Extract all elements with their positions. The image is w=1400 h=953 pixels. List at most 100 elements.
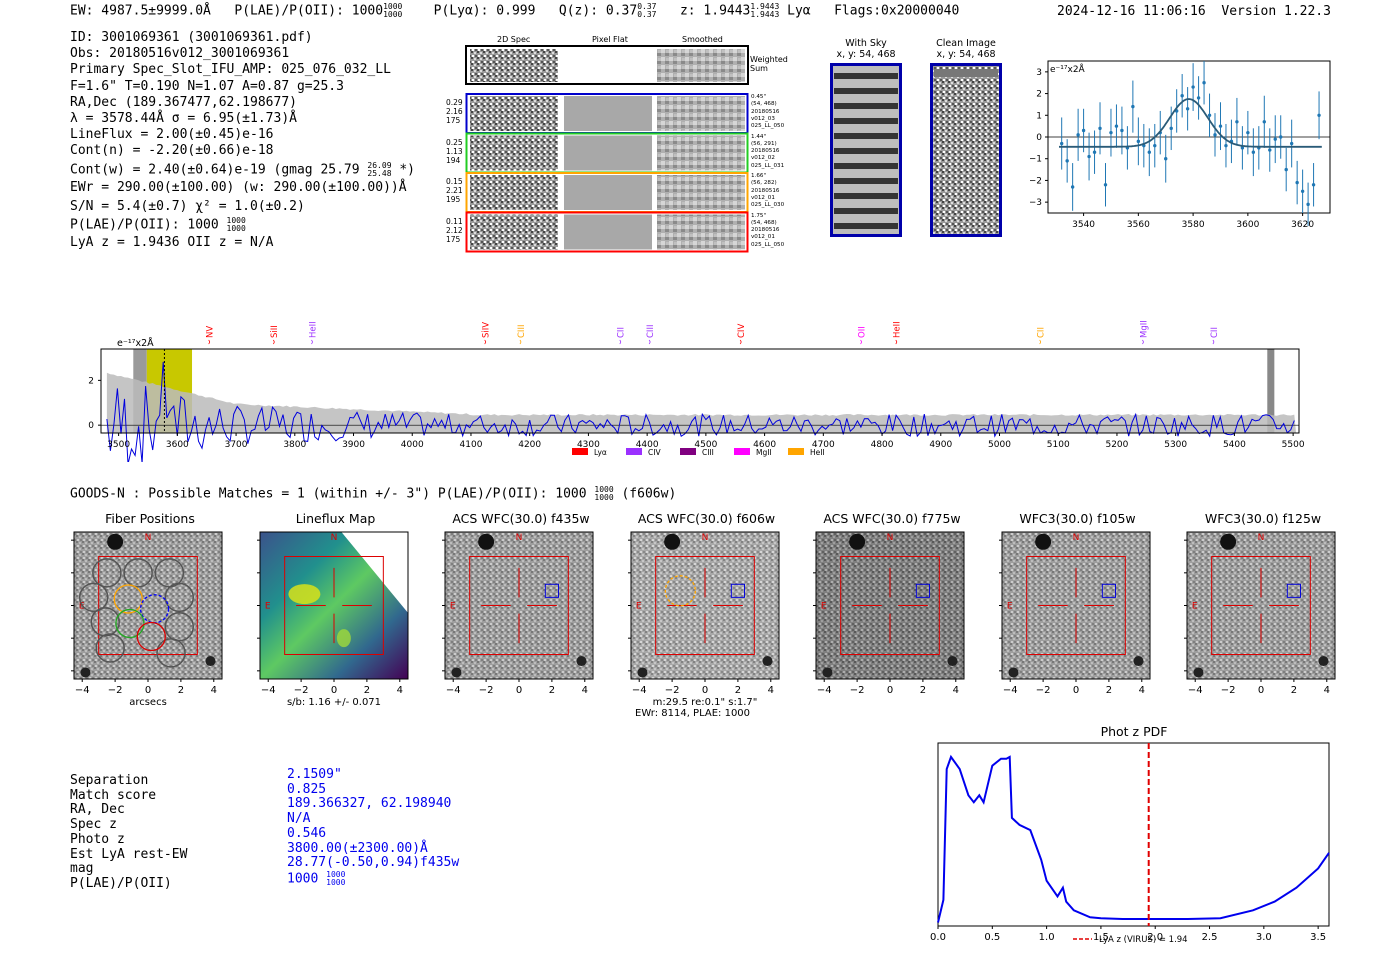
zoom-point [1136, 139, 1141, 144]
z-value: z: 1.9443 [679, 3, 751, 19]
imaging-panel-plot: NE−4−4−2−2002244 [442, 531, 594, 696]
imaging-noise [1001, 532, 1150, 679]
spec-line-tick [1212, 339, 1215, 345]
zoom-point [1202, 81, 1206, 85]
bright-source [1220, 533, 1237, 550]
imaging-panel-plot: NE−4−4−2−2002244s/b: 1.16 +/- 0.071 [256, 531, 408, 708]
match-value-plae: 1000 1000 1000 [287, 870, 459, 887]
spec-yticks: 20 [88, 376, 101, 431]
info-line: λ = 3578.44Å σ = 6.95(±1.73)Å [70, 111, 297, 127]
weighted-2d [470, 49, 558, 82]
zoom-point [1218, 124, 1223, 128]
sky-stripe [834, 133, 898, 139]
match-box [1101, 583, 1116, 598]
cutout-right-value: 20180516 [751, 187, 780, 194]
imaging-xlabel: s/b: 1.16 +/- 0.071 [286, 697, 380, 708]
match-label: Match score [70, 787, 157, 803]
match-box [730, 583, 745, 598]
version: Version 1.22.3 [1221, 4, 1331, 19]
match-label: P(LAE)/P(OII) [70, 875, 172, 891]
sky-stripe [834, 193, 898, 199]
bright-source [205, 656, 216, 667]
photz-pdf-chart: Phot z PDF 0.0 0.5 1.0 1.5 2.0 2.5 3.0 3.5 LyA … [930, 724, 1330, 945]
weighted-smoothed [657, 49, 745, 82]
imaging-xtick-label: −2 [293, 685, 308, 696]
z-lo: 1.9443 [750, 10, 780, 19]
north-label: N [701, 533, 708, 543]
imaging-panel-title: ACS WFC(30.0) f606w [637, 511, 776, 526]
north-label: N [330, 533, 337, 543]
east-label: E [450, 602, 456, 612]
cutout-right-value: 1.66" [751, 173, 767, 179]
pdf-title: Phot z PDF [1101, 724, 1168, 739]
imaging-xtick-label: −4 [817, 685, 832, 696]
sky-stripe [834, 178, 898, 184]
spec-line-label: HeII [893, 321, 903, 338]
zoom-point [1224, 143, 1228, 148]
cutout-right-value: 025_LL_031 [751, 162, 785, 169]
weighted-sum-row [465, 45, 749, 85]
bright-source [849, 533, 866, 550]
spec-xtick-label: 3500 [107, 440, 130, 450]
imaging-xtick-label: −2 [664, 685, 679, 696]
zoom-point [1180, 94, 1184, 98]
catalog-text: GOODS-N : Possible Matches = 1 (within +… [70, 486, 587, 502]
spec-line-label: OII [857, 326, 867, 338]
match-value: 28.77(-0.50,0.94)f435w [287, 855, 460, 871]
imaging-panel-title: ACS WFC(30.0) f435w [452, 511, 590, 526]
zoom-point [1147, 150, 1152, 154]
spec-line-tick [208, 339, 211, 345]
bright-source [1034, 533, 1051, 550]
z-line: Lyα [787, 3, 811, 19]
spec-xtick-label: 4700 [812, 440, 835, 450]
header-right: 2024-12-16 11:06:16 Version 1.22.3 [1057, 4, 1331, 19]
spec-line-label: CII [1210, 327, 1220, 338]
zoom-point [1196, 96, 1201, 100]
east-label: E [79, 602, 85, 612]
imaging-xtick-label: 0 [1072, 685, 1078, 696]
cutout-smooth-panel [657, 175, 745, 210]
imaging-noise [816, 532, 964, 679]
fiber-highlight [113, 584, 143, 614]
spec-line-label: CIII [646, 325, 656, 338]
cutout-left-value: 0.15 [446, 177, 463, 186]
cutout-right-value: 0.45" [751, 94, 767, 100]
fiber-circle [95, 633, 125, 663]
east-label: E [264, 602, 270, 612]
pdf-marks [937, 743, 1330, 926]
north-label: N [887, 533, 894, 543]
spec-xtick-label: 4400 [636, 440, 659, 450]
cutout-right-value: 025_LL_030 [751, 202, 785, 209]
spec-line-tick [484, 339, 487, 345]
imaging-xtick-label: 2 [1105, 685, 1111, 696]
imaging-panel-plot: NE−4−4−2−2002244m:29.5 re:0.1" s:1.7" [627, 531, 779, 708]
cutout-left-value: 1.13 [446, 146, 463, 156]
cutout-right-value: 1.44" [751, 133, 767, 140]
match-value: 2.1509" [287, 767, 342, 782]
pdf-xtick-label: 1.5 [1093, 932, 1109, 943]
bright-source [1132, 656, 1143, 667]
info-plae-text: P(LAE)/P(OII): 1000 [70, 217, 219, 233]
spec-xtick-label: 4500 [694, 440, 717, 450]
imaging-xtick-label: 4 [211, 685, 217, 696]
spec-xtick-label: 5100 [1047, 440, 1070, 450]
cutout-left-label: 0.11 2.12 175 [446, 217, 463, 244]
imaging-xtick-label: 0 [330, 685, 336, 696]
cutout-2d-panel [470, 175, 558, 210]
imaging-xtick-label: 4 [1138, 685, 1144, 696]
match-label: Photo z [70, 831, 125, 847]
zoom-point [1087, 154, 1091, 159]
search-box [1025, 556, 1126, 655]
cutout-left-value: 0.11 [446, 216, 463, 226]
spec-flux-line [106, 361, 1295, 462]
spec-line-tick [619, 339, 622, 345]
catalog-line: GOODS-N : Possible Matches = 1 (within +… [70, 486, 676, 502]
imaging-xtick-label: −2 [1221, 685, 1236, 696]
spec-legend-label: CIII [702, 448, 714, 457]
fiber-circle [92, 558, 122, 588]
qz-value: Q(z): 0.37 [558, 3, 638, 19]
zoom-ytick-label: 0 [1036, 133, 1042, 143]
bright-source [761, 656, 772, 667]
spec-line-label: CIII [517, 325, 527, 338]
spec-legend: Lyα CIV CIII MgII HeII [572, 448, 825, 457]
